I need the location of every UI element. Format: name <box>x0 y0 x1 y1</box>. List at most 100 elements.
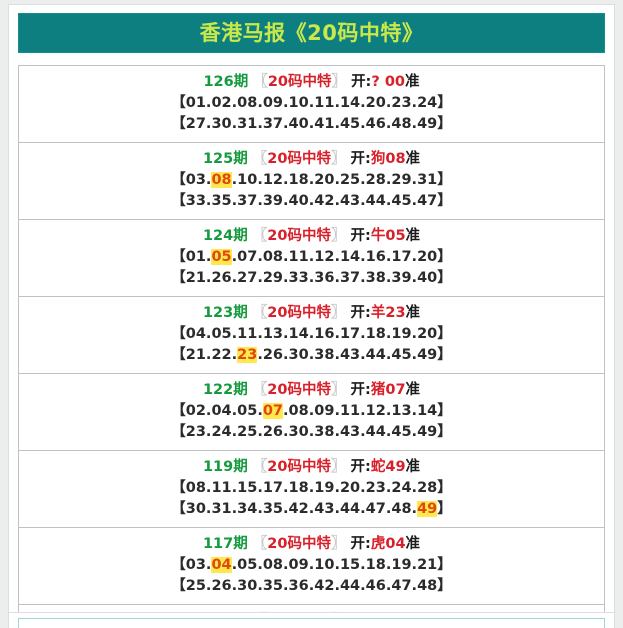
number-line: 【25.26.30.35.36.42.44.46.47.48】 <box>19 576 604 597</box>
number-separator: . <box>283 480 289 496</box>
number-separator: . <box>411 326 418 342</box>
number-highlighted: 05 <box>211 249 232 265</box>
number: 43 <box>314 501 335 517</box>
number-line-open-bracket: 【 <box>171 326 186 342</box>
number: 42 <box>288 501 309 517</box>
result-row[interactable]: 122期 〖20码中特〗 开:猪07准 【02.04.05.07.08.09.11… <box>19 374 604 451</box>
number-separator: . <box>308 326 315 342</box>
number: 44 <box>365 347 386 363</box>
number-separator: . <box>231 501 238 517</box>
number-separator: . <box>360 116 366 132</box>
number-separator: . <box>411 193 418 209</box>
number-separator: . <box>411 578 418 594</box>
number: 26 <box>211 270 232 286</box>
number-separator: . <box>257 116 263 132</box>
number: 02 <box>185 403 206 419</box>
bottom-panel <box>8 612 615 628</box>
number-highlighted: 23 <box>237 347 258 363</box>
number: 31 <box>237 116 258 132</box>
series-tag: 20码中特 <box>267 151 331 167</box>
number: 12 <box>262 172 284 188</box>
number-separator: . <box>283 424 289 440</box>
number: 39 <box>391 270 412 286</box>
issue-number: 125期 <box>202 151 248 167</box>
number-separator: . <box>283 578 289 594</box>
issue-number: 126期 <box>203 74 249 90</box>
number: 28 <box>417 480 438 496</box>
number: 30 <box>237 578 258 594</box>
number-separator: . <box>308 270 315 286</box>
number-separator: . <box>334 95 340 111</box>
number-separator: . <box>334 578 340 594</box>
number-separator: . <box>385 326 392 342</box>
result-row[interactable]: 125期 〖20码中特〗 开:狗08准 【03.08.10.12.18.20.25… <box>19 143 604 220</box>
number-separator: . <box>205 270 212 286</box>
number-separator: . <box>411 95 418 111</box>
number: 23 <box>185 424 206 440</box>
page-title: 香港马报《20码中特》 <box>199 20 424 45</box>
number: 39 <box>262 193 284 209</box>
number: 13 <box>262 326 284 342</box>
number-line: 【21.22.23.26.30.38.43.44.45.49】 <box>19 345 604 366</box>
series-tag: 20码中特 <box>267 74 332 90</box>
number: 30 <box>185 501 206 517</box>
number-separator: . <box>360 480 366 496</box>
result-row[interactable]: 117期 〖20码中特〗 开:虎04准 【03.04.05.08.09.10.15… <box>19 528 604 605</box>
number-separator: . <box>231 270 238 286</box>
content-card: 香港马报《20码中特》 126期 〖20码中特〗 开:? 00准 【01.02.0… <box>8 4 615 628</box>
number-separator: . <box>231 172 238 188</box>
number-separator: . <box>308 501 315 517</box>
row-title: 117期 〖20码中特〗 开:虎04准 <box>19 534 604 555</box>
result-row[interactable]: 126期 〖20码中特〗 开:? 00准 【01.02.08.09.10.11.1… <box>19 66 604 143</box>
open-label: 开: <box>350 151 371 167</box>
row-title: 124期 〖20码中特〗 开:牛05准 <box>19 226 604 247</box>
number-separator: . <box>385 116 392 132</box>
number: 20 <box>417 326 438 342</box>
number: 23 <box>365 480 386 496</box>
number-separator: . <box>205 557 212 573</box>
number-separator: . <box>257 403 263 419</box>
number-separator: . <box>308 557 315 573</box>
number-separator: . <box>308 116 315 132</box>
number: 11 <box>237 326 258 342</box>
number: 48 <box>391 501 412 517</box>
number-line-open-bracket: 【 <box>171 347 186 363</box>
number-separator: . <box>334 557 340 573</box>
series-tag: 20码中特 <box>267 459 331 475</box>
result-row[interactable]: 119期 〖20码中特〗 开:蛇49准 【08.11.15.17.18.19.20… <box>19 451 604 528</box>
result-row[interactable]: 123期 〖20码中特〗 开:羊23准 【04.05.11.13.14.16.17… <box>19 297 604 374</box>
number-line: 【33.35.37.39.40.42.43.44.45.47】 <box>19 191 604 212</box>
number-separator: . <box>283 172 289 188</box>
number: 47 <box>391 578 412 594</box>
number-separator: . <box>257 424 263 440</box>
number: 04 <box>185 326 206 342</box>
number: 47 <box>365 501 386 517</box>
number: 37 <box>237 193 258 209</box>
number-line-open-bracket: 【 <box>171 193 186 209</box>
number-separator: . <box>411 424 418 440</box>
open-label: 开: <box>350 305 371 321</box>
tag-close-bracket: 〗 <box>330 536 346 552</box>
number: 34 <box>237 501 258 517</box>
number: 11 <box>288 249 309 265</box>
number: 44 <box>339 578 361 594</box>
number-separator: . <box>257 347 263 363</box>
number: 30 <box>288 424 309 440</box>
number-separator: . <box>257 501 263 517</box>
number-separator: . <box>257 172 263 188</box>
number: 05 <box>237 403 258 419</box>
number: 40 <box>288 116 309 132</box>
number-line: 【21.26.27.29.33.36.37.38.39.40】 <box>19 268 604 289</box>
number-separator: . <box>257 270 263 286</box>
number-highlighted: 08 <box>211 172 232 188</box>
result-row[interactable]: 124期 〖20码中特〗 开:牛05准 【01.05.07.08.11.12.14… <box>19 220 604 297</box>
number-separator: . <box>231 578 238 594</box>
number: 43 <box>339 424 361 440</box>
number: 41 <box>314 116 335 132</box>
number-separator: . <box>385 95 392 111</box>
number: 01 <box>185 95 206 111</box>
number-separator: . <box>283 95 289 111</box>
number-line-open-bracket: 【 <box>171 557 186 573</box>
number-separator: . <box>231 403 238 419</box>
number: 38 <box>365 270 386 286</box>
